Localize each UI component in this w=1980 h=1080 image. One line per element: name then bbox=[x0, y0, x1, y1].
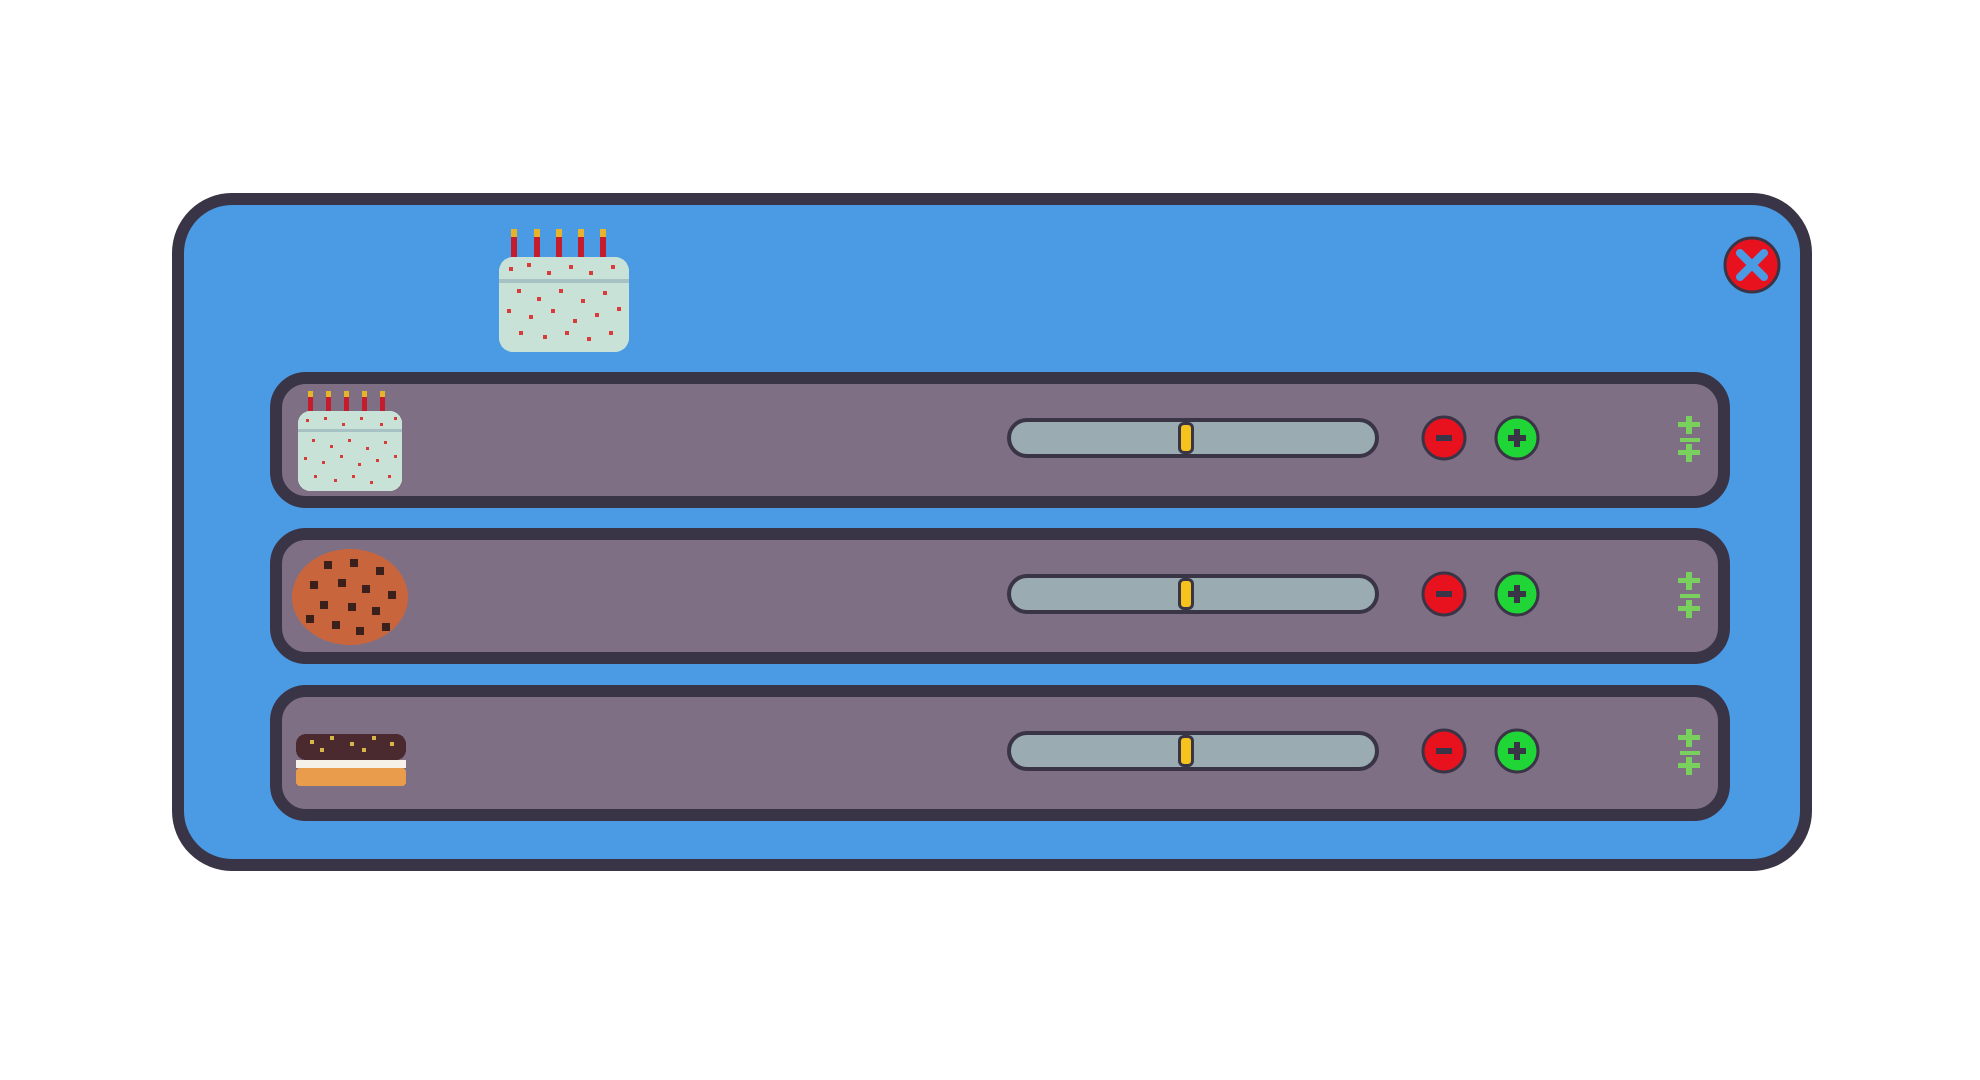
minus-icon bbox=[1421, 571, 1467, 617]
reorder-handle[interactable] bbox=[1672, 725, 1708, 777]
plus-icon bbox=[1494, 571, 1540, 617]
volume-slider[interactable] bbox=[1007, 574, 1379, 614]
decrease-button[interactable] bbox=[1420, 414, 1468, 462]
slider-thumb[interactable] bbox=[1177, 578, 1194, 610]
birthday-cake-icon bbox=[290, 389, 410, 493]
plus-icon bbox=[1494, 415, 1540, 461]
cookie-icon bbox=[290, 545, 410, 649]
reorder-handle[interactable] bbox=[1672, 568, 1708, 620]
plus-icon bbox=[1494, 728, 1540, 774]
list-item-cake bbox=[270, 372, 1730, 508]
increase-button[interactable] bbox=[1493, 727, 1541, 775]
volume-slider[interactable] bbox=[1007, 731, 1379, 771]
slider-thumb[interactable] bbox=[1177, 422, 1194, 454]
slider-thumb[interactable] bbox=[1177, 735, 1194, 767]
reorder-handle[interactable] bbox=[1672, 412, 1708, 464]
doughnut-icon bbox=[290, 702, 410, 806]
close-button[interactable] bbox=[1722, 235, 1782, 295]
settings-window bbox=[172, 193, 1812, 871]
list-item-doughnut bbox=[270, 685, 1730, 821]
minus-icon bbox=[1421, 415, 1467, 461]
increase-button[interactable] bbox=[1493, 570, 1541, 618]
reorder-icon bbox=[1678, 729, 1700, 775]
reorder-icon bbox=[1678, 572, 1700, 618]
increase-button[interactable] bbox=[1493, 414, 1541, 462]
decrease-button[interactable] bbox=[1420, 570, 1468, 618]
decrease-button[interactable] bbox=[1420, 727, 1468, 775]
reorder-icon bbox=[1678, 416, 1700, 462]
birthday-cake-icon bbox=[489, 227, 639, 357]
close-icon bbox=[1723, 236, 1781, 294]
minus-icon bbox=[1421, 728, 1467, 774]
list-item-cookie bbox=[270, 528, 1730, 664]
volume-slider[interactable] bbox=[1007, 418, 1379, 458]
